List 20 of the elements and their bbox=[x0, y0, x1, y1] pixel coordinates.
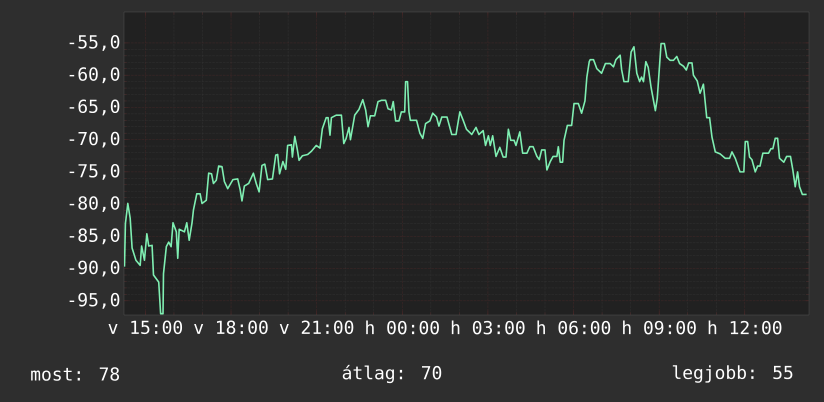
text: átlag: 70 bbox=[342, 364, 442, 384]
text: most: 78 bbox=[31, 367, 120, 381]
y-tick-label: -95,0 bbox=[70, 292, 120, 309]
text: legjobb: 55 bbox=[672, 365, 792, 383]
y-tick-label: -90,0 bbox=[70, 260, 120, 276]
y-tick-label: -55,0 bbox=[70, 35, 120, 51]
x-tick-label: v 21:00 bbox=[280, 320, 354, 334]
x-tick-label: h 09:00 bbox=[623, 320, 696, 334]
x-tick-label: h 03:00 bbox=[452, 320, 525, 334]
y-tick-label: -65,0 bbox=[70, 99, 120, 116]
x-tick-label: h 00:00 bbox=[366, 320, 439, 334]
y-tick-label: -75,0 bbox=[70, 164, 120, 180]
y-tick-label: -80,0 bbox=[70, 196, 120, 212]
x-tick-label: v 15:00 bbox=[108, 320, 182, 334]
x-tick-label: h 12:00 bbox=[708, 320, 782, 334]
y-tick-label: -70,0 bbox=[70, 132, 120, 148]
y-tick-label: -60,0 bbox=[70, 67, 120, 84]
x-tick-label: v 18:00 bbox=[194, 320, 268, 334]
y-tick-label: -85,0 bbox=[70, 228, 120, 244]
x-tick-label: h 06:00 bbox=[537, 320, 610, 334]
